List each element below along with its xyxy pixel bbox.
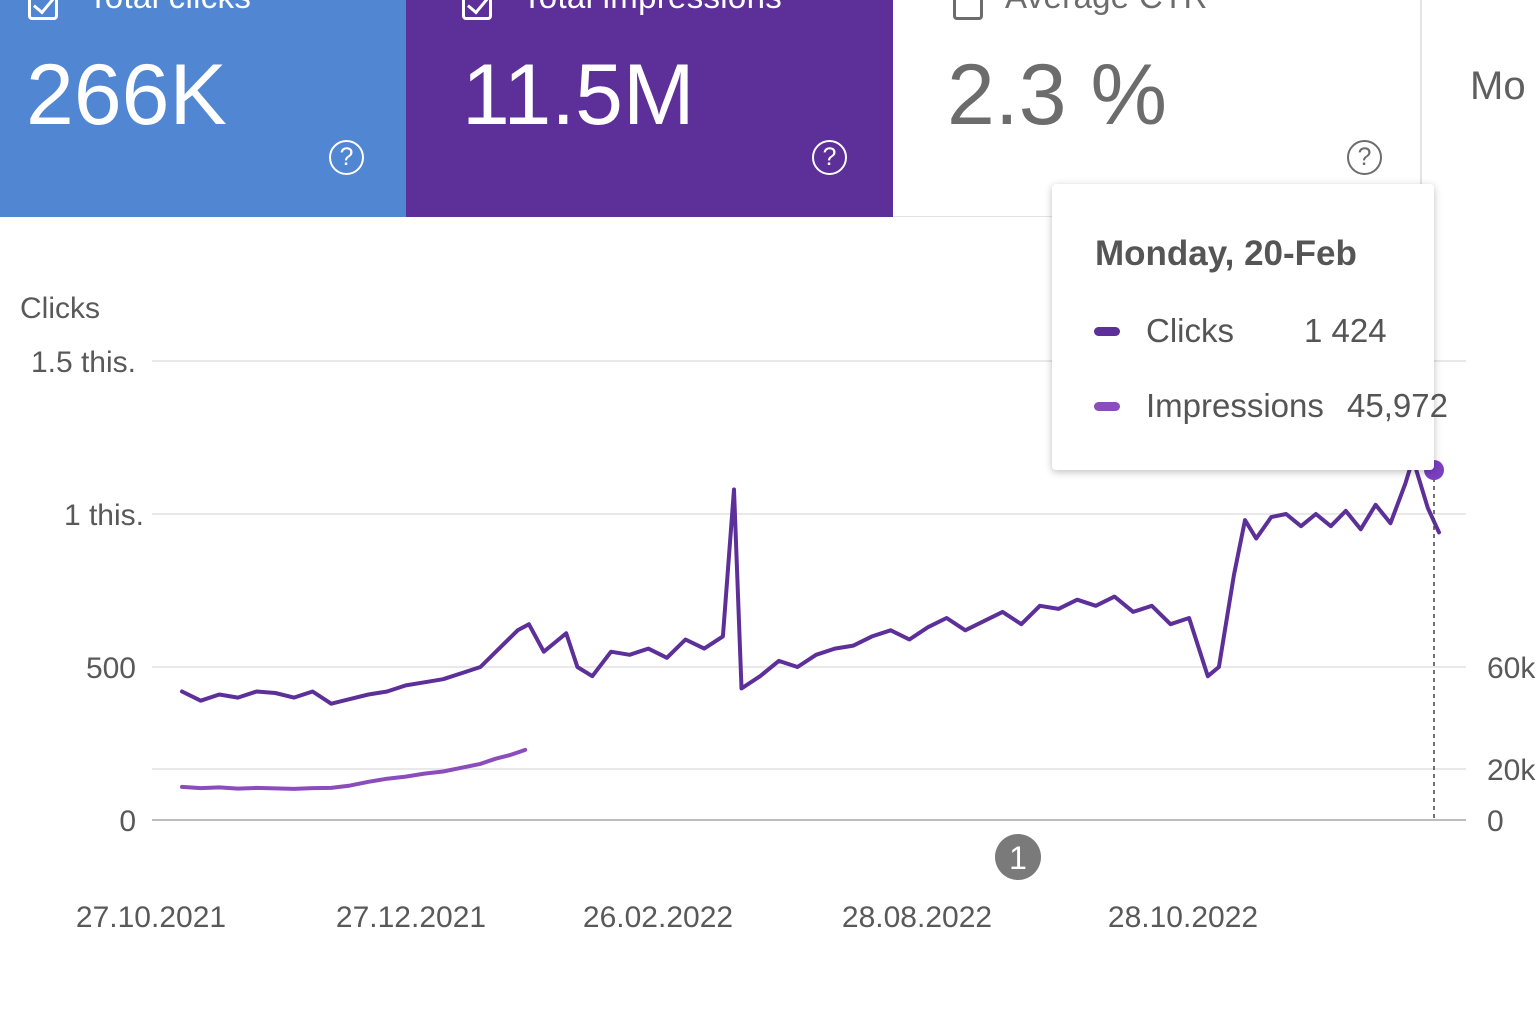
annotation-marker-label: 1 xyxy=(1009,840,1027,876)
x-axis-labels: 27.10.2021 27.12.2021 26.02.2022 28.08.2022… xyxy=(76,901,1258,934)
position-card-label: Mo xyxy=(1470,64,1526,108)
help-circle-icon[interactable]: ? xyxy=(1347,140,1382,175)
x-tick-label: 28.08.2022 xyxy=(842,901,992,934)
right-y-axis-labels: 0 20k 60k xyxy=(1487,652,1536,838)
total-clicks-checkbox-icon[interactable] xyxy=(28,0,58,20)
x-tick-label: 26.02.2022 xyxy=(583,901,733,934)
chart-tooltip: Monday, 20-Feb Clicks 1 424 Impressions … xyxy=(1052,184,1448,470)
y-axis-title: Clicks xyxy=(20,292,100,325)
y-axis-labels: 0 500 1 this. 1.5 this. xyxy=(31,346,144,838)
y-tick-label: 1.5 this. xyxy=(31,346,136,379)
series-lines[interactable] xyxy=(180,456,1441,791)
x-tick-label: 27.12.2021 xyxy=(336,901,486,934)
tooltip-impressions-label: Impressions xyxy=(1146,387,1324,424)
average-ctr-checkbox-icon[interactable] xyxy=(953,0,983,20)
position-card[interactable]: Mo xyxy=(1422,0,1536,217)
tooltip-clicks-value: 1 424 xyxy=(1304,312,1387,349)
total-clicks-card[interactable]: Total clicks 266K ? xyxy=(0,0,406,217)
total-impressions-checkbox-icon[interactable] xyxy=(462,0,492,20)
help-circle-icon[interactable]: ? xyxy=(329,140,364,175)
total-impressions-card[interactable]: Total impressions 11.5M ? xyxy=(406,0,893,217)
tooltip-impressions-value: 45,972 xyxy=(1347,387,1448,424)
average-ctr-label: Average CTR xyxy=(1005,0,1208,16)
clicks-legend-swatch xyxy=(1094,327,1120,336)
y-tick-label: 500 xyxy=(86,652,136,685)
total-clicks-label: Total clicks xyxy=(88,0,251,16)
clicks-series-line[interactable] xyxy=(180,456,1441,706)
average-ctr-card[interactable]: Average CTR 2.3 % ? xyxy=(893,0,1422,217)
y2-tick-label: 60k xyxy=(1487,652,1536,685)
impressions-legend-swatch xyxy=(1094,402,1120,411)
y-tick-label: 1 this. xyxy=(64,499,144,532)
impressions-series-line[interactable] xyxy=(180,747,528,791)
y2-tick-label: 20k xyxy=(1487,754,1536,787)
total-impressions-label: Total impressions xyxy=(522,0,782,16)
y-tick-label: 0 xyxy=(119,805,136,838)
help-circle-icon[interactable]: ? xyxy=(812,140,847,175)
y2-tick-label: 0 xyxy=(1487,805,1504,838)
total-impressions-value: 11.5M xyxy=(462,47,695,143)
x-tick-label: 28.10.2022 xyxy=(1108,901,1258,934)
average-ctr-value: 2.3 % xyxy=(947,47,1167,143)
annotation-marker[interactable]: 1 xyxy=(995,834,1041,880)
x-tick-label: 27.10.2021 xyxy=(76,901,226,934)
tooltip-clicks-label: Clicks xyxy=(1146,312,1234,349)
annotation-marker-circle[interactable] xyxy=(995,834,1041,880)
tooltip-date: Monday, 20-Feb xyxy=(1095,234,1357,273)
total-clicks-value: 266K xyxy=(26,47,227,143)
